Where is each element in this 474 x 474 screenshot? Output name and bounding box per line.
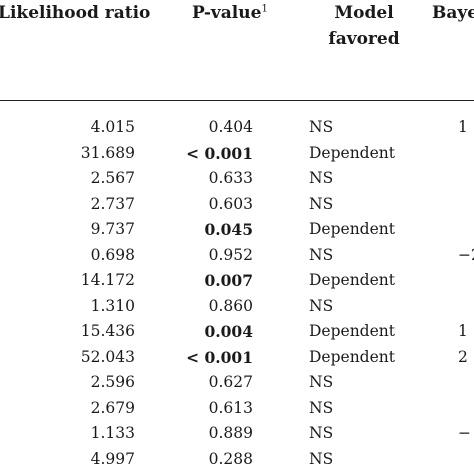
p-value-cell: 0.007 [204, 271, 253, 290]
likelihood-ratio-cell: 2.596 [90, 373, 135, 391]
header-p-value: P-value1 [192, 0, 268, 26]
table-row: 31.689 < 0.001 Dependent [0, 141, 474, 167]
likelihood-ratio-cell: 9.737 [90, 220, 135, 238]
likelihood-ratio-cell: 2.737 [90, 194, 135, 213]
p-value-cell: 0.952 [208, 245, 253, 264]
header-rule [0, 100, 474, 101]
likelihood-ratio-cell: 1.310 [90, 296, 135, 315]
bayes-factor-cell: −2 [458, 245, 474, 264]
table-row: 1.133 0.889 NS − [0, 421, 474, 447]
model-favored-cell: NS [309, 118, 334, 136]
likelihood-ratio-cell: 1.133 [90, 424, 135, 442]
likelihood-ratio-cell: 52.043 [80, 347, 135, 366]
p-value-cell: 0.288 [208, 449, 253, 468]
table-row: 2.679 0.613 NS [0, 396, 474, 422]
table-row: 52.043 < 0.001 Dependent 2 [0, 345, 474, 371]
model-favored-cell: Dependent [309, 347, 395, 366]
model-favored-cell: Dependent [309, 220, 395, 238]
p-value-cell: 0.045 [204, 220, 253, 239]
table-row: 9.737 0.045 Dependent [0, 217, 474, 243]
header-p-value-label: P-value [192, 3, 262, 23]
header-model-line2: favored [328, 29, 400, 49]
p-value-cell: < 0.001 [186, 143, 253, 163]
header-likelihood-ratio: Likelihood ratio [0, 3, 151, 23]
model-favored-cell: NS [309, 169, 334, 187]
p-value-cell: < 0.001 [186, 347, 253, 367]
likelihood-ratio-cell: 0.698 [90, 245, 135, 264]
header-model-line1: Model [334, 3, 394, 23]
table-header: Likelihood ratio P-value1 Model favored … [0, 0, 474, 100]
likelihood-ratio-cell: 14.172 [80, 271, 135, 289]
model-favored-cell: NS [309, 245, 334, 264]
model-favored-cell: NS [309, 449, 334, 468]
model-favored-cell: NS [309, 424, 334, 442]
bayes-factor-cell: 1 [458, 118, 468, 136]
likelihood-ratio-cell: 4.997 [90, 449, 135, 468]
bayes-factor-cell: 2 [458, 347, 468, 366]
p-value-cell: 0.603 [208, 194, 253, 213]
p-value-cell: 0.860 [208, 296, 253, 315]
p-value-cell: 0.004 [204, 322, 253, 341]
header-model-favored: Model favored [308, 0, 420, 52]
table-body: 4.015 0.404 NS 1 31.689 < 0.001 Dependent 2.567… [0, 115, 474, 472]
likelihood-ratio-cell: 4.015 [90, 118, 135, 136]
bayes-factor-cell: 1 [458, 322, 468, 340]
model-favored-cell: NS [309, 373, 334, 391]
header-bayes-factor: Baye [432, 3, 474, 23]
p-value-cell: 0.889 [208, 424, 253, 442]
p-value-cell: 0.404 [208, 118, 253, 136]
table-row: 4.015 0.404 NS 1 [0, 115, 474, 141]
p-value-cell: 0.627 [208, 373, 253, 391]
likelihood-ratio-cell: 2.679 [90, 398, 135, 417]
table-row: 2.596 0.627 NS [0, 370, 474, 396]
p-value-cell: 0.613 [208, 398, 253, 417]
p-value-cell: 0.633 [208, 169, 253, 187]
model-favored-cell: NS [309, 398, 334, 417]
likelihood-ratio-cell: 15.436 [80, 322, 135, 340]
table-row: 2.737 0.603 NS [0, 192, 474, 218]
model-favored-cell: Dependent [309, 271, 395, 289]
model-favored-cell: NS [309, 194, 334, 213]
table-row: 4.997 0.288 NS [0, 447, 474, 473]
table-row: 2.567 0.633 NS [0, 166, 474, 192]
table-row: 1.310 0.860 NS [0, 294, 474, 320]
likelihood-ratio-cell: 2.567 [90, 169, 135, 187]
footnote-marker: 1 [261, 3, 268, 15]
bayes-factor-cell: − [458, 424, 471, 442]
likelihood-ratio-cell: 31.689 [80, 143, 135, 162]
model-favored-cell: Dependent [309, 322, 395, 340]
table-row: 14.172 0.007 Dependent [0, 268, 474, 294]
table-row: 15.436 0.004 Dependent 1 [0, 319, 474, 345]
model-favored-cell: Dependent [309, 143, 395, 162]
model-favored-cell: NS [309, 296, 334, 315]
table-row: 0.698 0.952 NS −2 [0, 243, 474, 269]
